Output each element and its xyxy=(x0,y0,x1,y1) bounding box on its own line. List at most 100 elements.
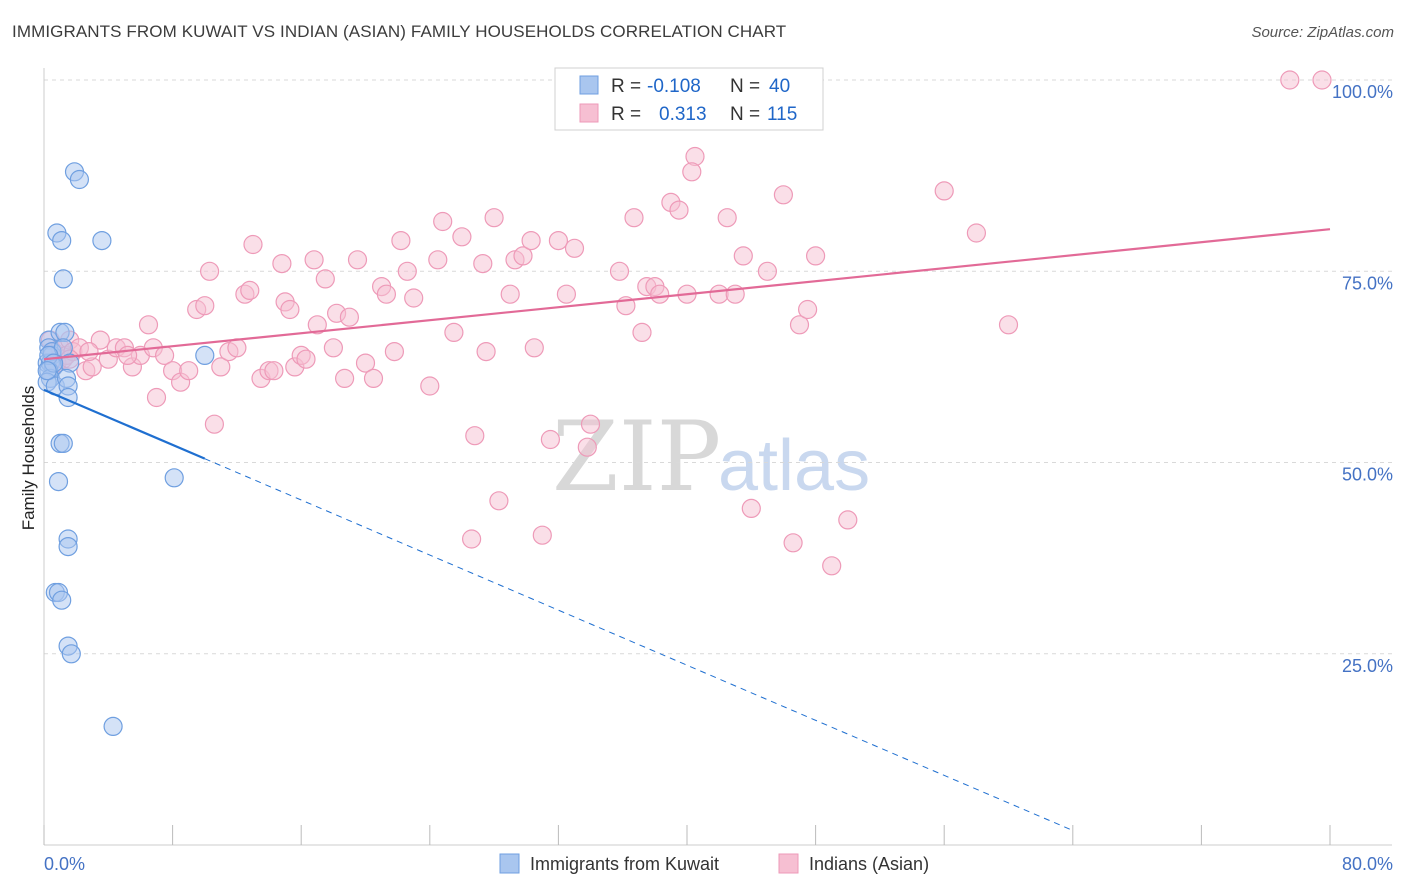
kuwait-point-22 xyxy=(52,231,72,251)
indians-asian-point-49 xyxy=(339,307,359,327)
y-tick-label-0: 25.0% xyxy=(1342,656,1393,676)
indians-asian-point-100 xyxy=(773,185,794,205)
indians-asian-point-110 xyxy=(1280,70,1300,90)
indians-asian-point-77 xyxy=(548,231,569,251)
kuwait-point-35 xyxy=(164,468,184,488)
indians-asian-point-39 xyxy=(280,299,300,320)
indians-asian-point-59 xyxy=(420,376,440,396)
indians-asian-point-65 xyxy=(462,529,482,549)
legend-swatch-kuwait xyxy=(579,75,599,95)
indians-asian-point-19 xyxy=(146,387,167,408)
indians-asian-point-109 xyxy=(998,315,1019,335)
indians-asian-point-113 xyxy=(79,342,99,362)
kuwait-point-26 xyxy=(58,536,78,557)
indians-asian-point-101 xyxy=(783,533,803,553)
indians-asian-point-25 xyxy=(195,296,215,316)
legend-n-value-indians: 115 xyxy=(767,104,797,125)
chart-source: Source: ZipAtlas.com xyxy=(1251,24,1394,41)
indians-asian-point-37 xyxy=(272,254,292,274)
indians-asian-point-36 xyxy=(264,361,284,381)
legend-r-label-indians: R = xyxy=(611,104,641,125)
indians-asian-point-32 xyxy=(240,280,260,300)
legend-r-value-kuwait: -0.108 xyxy=(647,76,701,97)
watermark-atlas: atlas xyxy=(718,426,870,506)
indians-asian-point-26 xyxy=(200,261,220,281)
stats-legend-box xyxy=(554,67,824,131)
kuwait-point-29 xyxy=(52,590,72,610)
indians-asian-point-75 xyxy=(532,525,552,545)
indians-asian-point-82 xyxy=(609,261,630,281)
indians-asian-point-56 xyxy=(391,231,411,251)
x-tick-label-1: 80.0% xyxy=(1342,854,1393,874)
indians-asian-point-17 xyxy=(138,315,159,335)
indians-asian-point-102 xyxy=(789,315,810,335)
indians-asian-point-45 xyxy=(315,269,335,289)
indians-asian-point-98 xyxy=(741,498,761,518)
grid-lines xyxy=(44,79,1392,655)
indians-asian-point-78 xyxy=(556,284,577,304)
indians-asian-point-61 xyxy=(433,211,453,232)
kuwait-point-19 xyxy=(53,433,73,453)
series-legend: Immigrants from Kuwait Indians (Asian) xyxy=(499,853,929,874)
y-axis-title: Family Households xyxy=(19,386,38,531)
indians-asian-point-44 xyxy=(307,315,327,335)
legend-r-value-indians: 0.313 xyxy=(659,104,707,125)
indians-asian-point-94 xyxy=(709,284,729,304)
trend-line-kuwait-extension xyxy=(204,458,1073,831)
axes xyxy=(43,68,1392,846)
indians-asian-point-55 xyxy=(384,342,404,362)
indians-asian-point-80 xyxy=(580,414,601,434)
x-tick-labels: 0.0% 80.0% xyxy=(44,854,1393,874)
indians-asian-point-72 xyxy=(513,246,533,266)
indians-asian-point-69 xyxy=(489,491,509,511)
watermark: ZIP atlas xyxy=(552,401,870,513)
indians-asian-point-97 xyxy=(733,246,753,266)
y-tick-label-1: 50.0% xyxy=(1342,465,1393,485)
indians-asian-point-103 xyxy=(797,299,818,320)
x-tick-label-0: 0.0% xyxy=(44,854,85,874)
indians-asian-point-54 xyxy=(376,284,396,304)
legend-n-label-kuwait: N = xyxy=(730,76,760,97)
kuwait-point-32 xyxy=(103,716,123,737)
indians-asian-point-105 xyxy=(822,556,842,576)
indians-asian-point-90 xyxy=(669,200,689,220)
indians-asian-point-106 xyxy=(838,510,858,530)
indians-asian-point-73 xyxy=(521,231,541,251)
y-tick-label-2: 75.0% xyxy=(1342,273,1393,293)
legend-n-value-kuwait: 40 xyxy=(769,76,790,97)
indians-asian-point-76 xyxy=(540,429,561,450)
indians-asian-point-79 xyxy=(564,238,585,258)
indians-asian-point-95 xyxy=(717,208,737,228)
kuwait-point-24 xyxy=(53,269,73,289)
legend-r-label-kuwait: R = xyxy=(611,76,641,97)
series-immigrants-from-kuwait-points xyxy=(37,162,215,737)
trend-lines xyxy=(43,228,1331,831)
indians-asian-point-28 xyxy=(211,357,231,377)
y-tick-label-3: 100.0% xyxy=(1332,82,1393,102)
indians-asian-point-108 xyxy=(966,223,987,243)
chart-title: IMMIGRANTS FROM KUWAIT VS INDIAN (ASIAN)… xyxy=(12,22,787,41)
indians-asian-point-93 xyxy=(682,162,702,182)
indians-asian-point-50 xyxy=(347,250,368,270)
indians-asian-point-30 xyxy=(227,338,247,358)
indians-asian-point-111 xyxy=(1312,70,1332,90)
y-tick-labels: 25.0% 50.0% 75.0% 100.0% xyxy=(1332,82,1393,676)
indians-asian-point-62 xyxy=(444,322,464,342)
kuwait-point-36 xyxy=(195,345,215,365)
indians-asian-point-27 xyxy=(204,414,224,434)
indians-asian-point-52 xyxy=(363,368,384,388)
indians-asian-point-64 xyxy=(465,426,485,446)
indians-asian-point-99 xyxy=(757,261,778,281)
indians-asian-point-107 xyxy=(934,181,954,201)
kuwait-point-39 xyxy=(37,361,57,381)
indians-asian-point-68 xyxy=(484,208,504,228)
indians-asian-point-57 xyxy=(397,261,417,281)
indians-asian-point-63 xyxy=(452,227,472,247)
kuwait-point-23 xyxy=(92,231,112,251)
kuwait-point-31 xyxy=(61,644,81,664)
legend-n-label-indians: N = xyxy=(730,104,760,125)
bottom-legend-label-kuwait: Immigrants from Kuwait xyxy=(530,854,719,874)
indians-asian-point-60 xyxy=(428,250,448,270)
stats-legend: R = -0.108 N = 40 R = 0.313 N = 115 xyxy=(554,67,824,131)
